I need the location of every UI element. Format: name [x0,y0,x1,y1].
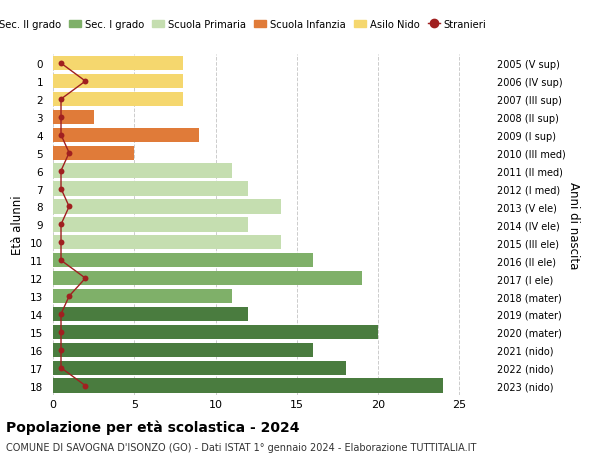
Bar [53,379,443,393]
Point [56,329,66,336]
Bar [53,129,199,143]
Point [56,132,66,139]
Bar [53,75,183,89]
Text: COMUNE DI SAVOGNA D'ISONZO (GO) - Dati ISTAT 1° gennaio 2024 - Elaborazione TUTT: COMUNE DI SAVOGNA D'ISONZO (GO) - Dati I… [6,442,476,452]
Point [56,221,66,229]
Bar [53,235,281,250]
Y-axis label: Età alunni: Età alunni [11,195,25,255]
Point [56,239,66,246]
Legend: Sec. II grado, Sec. I grado, Scuola Primaria, Scuola Infanzia, Asilo Nido, Stran: Sec. II grado, Sec. I grado, Scuola Prim… [0,16,490,34]
Point [56,364,66,372]
Point [56,311,66,318]
Text: Popolazione per età scolastica - 2024: Popolazione per età scolastica - 2024 [6,420,299,435]
Point [64,293,74,300]
Bar [53,164,232,179]
Point [56,185,66,193]
Bar [53,111,94,125]
Bar [53,289,232,303]
Bar [53,218,248,232]
Bar [53,343,313,357]
Bar [53,253,313,268]
Bar [53,361,346,375]
Point [56,96,66,103]
Point [80,275,90,282]
Point [80,78,90,85]
Bar [53,182,248,196]
Y-axis label: Anni di nascita: Anni di nascita [566,181,580,269]
Bar [53,57,183,71]
Point [56,114,66,121]
Point [56,60,66,67]
Bar [53,146,134,161]
Bar [53,93,183,107]
Bar [53,325,378,339]
Point [80,382,90,390]
Point [64,203,74,211]
Bar [53,271,362,285]
Point [56,347,66,354]
Point [64,150,74,157]
Bar [53,200,281,214]
Bar [53,307,248,321]
Point [56,168,66,175]
Point [56,257,66,264]
